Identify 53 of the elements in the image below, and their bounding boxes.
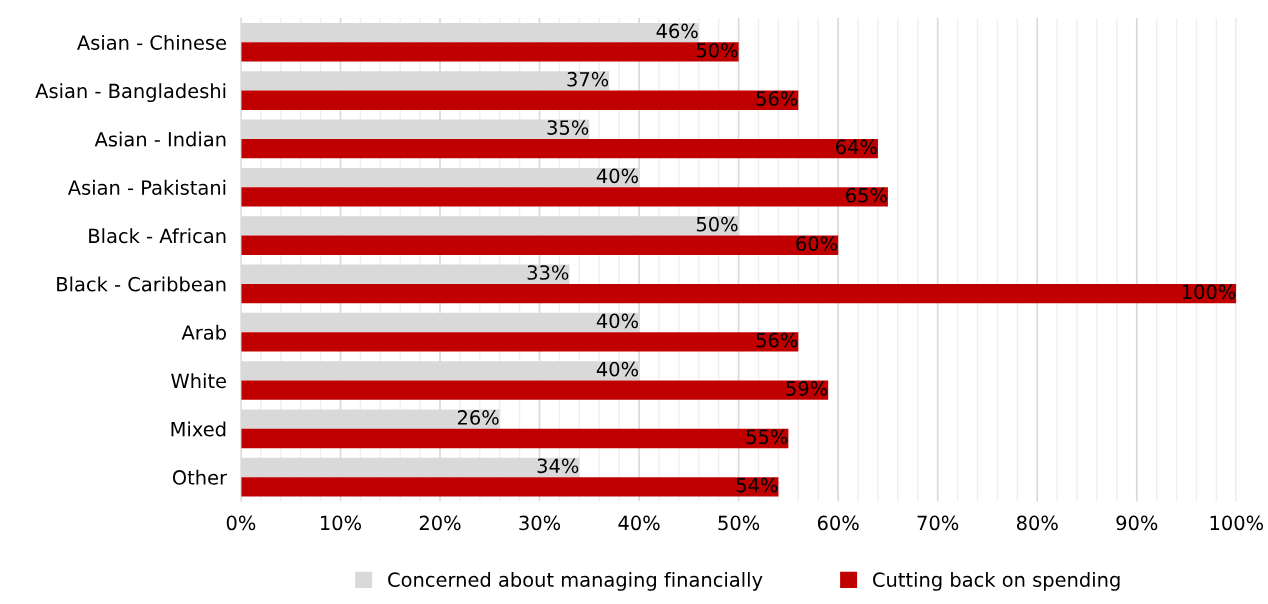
data-label: 59% <box>786 381 828 396</box>
x-tick-label: 40% <box>618 515 660 531</box>
bar <box>240 477 779 497</box>
bar <box>240 138 878 159</box>
y-tick-label: Asian - Chinese <box>77 34 226 50</box>
y-tick-label: Asian - Bangladeshi <box>35 83 226 103</box>
x-tick-label: 60% <box>817 515 859 531</box>
x-tick-label: 70% <box>917 515 959 531</box>
data-label: 34% <box>537 458 579 474</box>
x-tick-label: 0% <box>226 515 256 531</box>
y-tick-label: Asian - Pakistani <box>67 179 226 195</box>
bar <box>240 187 888 207</box>
data-label: 55% <box>746 429 788 445</box>
data-label: 54% <box>736 477 778 493</box>
x-tick-label: 90% <box>1116 515 1158 531</box>
data-label: 35% <box>547 120 589 135</box>
bar <box>240 332 799 352</box>
x-tick-label: 100% <box>1210 515 1264 531</box>
bar <box>240 380 829 400</box>
y-tick-label: White <box>171 373 226 389</box>
data-label: 46% <box>656 23 698 39</box>
y-tick-label: Black - Caribbean <box>57 276 226 292</box>
y-tick-label: Mixed <box>171 421 226 437</box>
x-tick-label: 50% <box>718 515 760 531</box>
legend-label: Cutting back on spending <box>873 571 1120 591</box>
x-tick-label: 20% <box>419 515 461 531</box>
y-tick-label: Asian - Indian <box>94 131 226 147</box>
y-tick-label: Black - African <box>89 228 226 244</box>
data-label: 100% <box>1182 284 1236 300</box>
x-tick-label: 10% <box>320 515 361 531</box>
data-label: 65% <box>846 187 887 203</box>
bar <box>240 235 839 255</box>
data-label: 37% <box>567 71 609 87</box>
data-label: 33% <box>527 265 569 280</box>
data-label: 26% <box>457 410 499 425</box>
bar <box>240 283 1237 304</box>
data-label: 40% <box>596 361 638 377</box>
bar <box>240 428 789 449</box>
y-tick-label: Arab <box>181 324 226 340</box>
data-label: 50% <box>696 216 738 232</box>
y-tick-label: Other <box>172 469 228 485</box>
bar <box>240 90 799 110</box>
x-tick-label: 30% <box>519 515 561 531</box>
data-label: 40% <box>596 313 638 329</box>
data-label: 50% <box>696 42 738 58</box>
data-label: 56% <box>756 91 798 106</box>
legend-label: Concerned about managing financially <box>388 571 763 591</box>
data-label: 40% <box>596 168 638 184</box>
bar <box>240 42 739 62</box>
data-label: 64% <box>836 139 877 155</box>
data-label: 56% <box>756 332 798 348</box>
x-tick-label: 80% <box>1016 515 1058 531</box>
data-label: 60% <box>796 236 838 251</box>
